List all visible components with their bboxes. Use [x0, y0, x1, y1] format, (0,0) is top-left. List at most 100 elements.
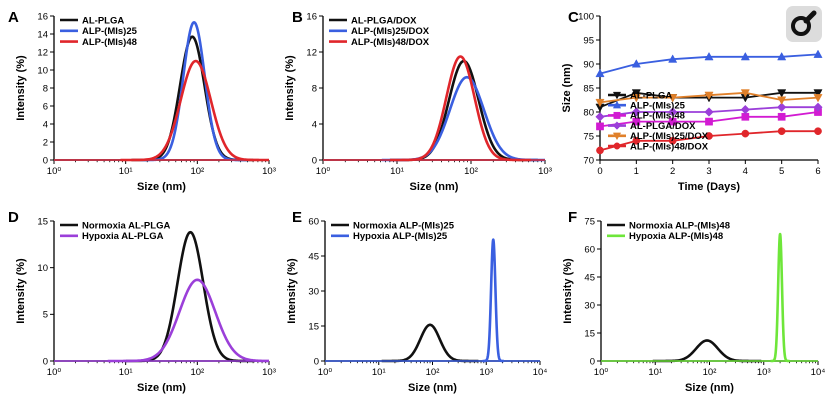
magnifier-icon-glyph [791, 10, 817, 36]
y-axis-label: Intensity (%) [562, 258, 574, 324]
data-point [741, 129, 750, 138]
y-tick-label: 30 [584, 300, 595, 311]
series-line [389, 59, 539, 162]
x-tick-label: 10⁰ [47, 166, 62, 177]
panel-e: E 0 15 30 45 60 10⁰ 10¹ 10² 10³ 10⁴ Size (nm) Intens… [286, 209, 547, 394]
legend-marker [613, 142, 621, 150]
y-tick-label: 10 [37, 65, 48, 76]
legend-label: Hypoxia ALP-(MIs)25 [353, 231, 448, 242]
x-tick-label: 10³ [757, 367, 771, 378]
x-tick-label: 10¹ [372, 367, 386, 378]
y-axis-label: Intensity (%) [15, 258, 27, 324]
legend-label: ALP-(MIs)48 [630, 111, 685, 122]
legend: AL-PLGA/DOXALP-(MIs)25/DOXALP-(MIs)48/DO… [329, 15, 430, 48]
x-tick-label: 10⁰ [594, 367, 609, 378]
y-tick-label: 10 [37, 263, 48, 274]
x-tick-label: 10¹ [390, 166, 404, 177]
y-tick-label: 5 [43, 310, 48, 321]
x-tick-label: 10² [190, 166, 204, 177]
y-tick-label: 12 [306, 47, 317, 58]
legend-marker [612, 100, 622, 109]
panel-letter: F [568, 209, 577, 226]
y-tick-label: 4 [43, 119, 48, 130]
series-line [381, 75, 546, 162]
x-tick-label: 10¹ [119, 166, 133, 177]
magnifier-icon[interactable] [786, 6, 822, 42]
legend-label: ALP-(MIs)25/DOX [630, 131, 709, 142]
data-point [777, 96, 787, 105]
y-tick-label: 60 [308, 216, 319, 227]
x-tick-label: 10⁰ [316, 166, 331, 177]
data-point [704, 107, 714, 117]
y-tick-label: 0 [590, 356, 595, 367]
data-point [704, 91, 714, 101]
data-point [632, 117, 641, 126]
y-tick-label: 45 [584, 272, 595, 283]
series-line [139, 21, 249, 162]
x-tick-label: 10⁰ [47, 367, 62, 378]
data-point [777, 112, 786, 121]
legend-label: ALP-(MIs)48 [82, 37, 137, 48]
y-tick-label: 0 [43, 155, 48, 166]
y-tick-label: 75 [584, 216, 595, 227]
data-point [596, 122, 604, 131]
y-tick-label: 2 [43, 137, 48, 148]
data-point [631, 94, 641, 103]
series-line [652, 339, 762, 363]
legend-label: Hypoxia ALP-(MIs)48 [629, 231, 723, 242]
data-point [813, 89, 823, 98]
panel-letter: B [292, 9, 303, 26]
x-axis-label: Size (nm) [137, 382, 186, 394]
legend-label: ALP-(MIs)48/DOX [351, 37, 430, 48]
data-point [595, 68, 605, 78]
panel-d: D 0 5 10 15 10⁰ 10¹ 10² 10³ Size (nm) Intensity (%… [8, 209, 276, 394]
y-tick-label: 70 [583, 155, 594, 166]
legend-marker [613, 111, 621, 119]
x-tick-label: 3 [706, 166, 711, 177]
data-point [814, 127, 822, 136]
data-point [777, 127, 786, 136]
x-axis-label: Time (Days) [678, 181, 740, 193]
series-line [130, 35, 254, 162]
y-tick-label: 80 [583, 107, 594, 118]
legend-label: Normoxia ALP-(MIs)48 [629, 220, 730, 231]
data-point [595, 98, 605, 108]
data-point [741, 112, 750, 121]
series-line [125, 230, 256, 363]
x-tick-label: 2 [670, 166, 675, 177]
x-tick-label: 0 [597, 166, 602, 177]
y-tick-label: 85 [583, 83, 594, 94]
legend-label: AL-PLGA/DOX [630, 121, 696, 132]
data-point [596, 146, 604, 155]
panel-letter: D [8, 209, 19, 226]
y-tick-label: 6 [43, 101, 48, 112]
legend-label: ALP-(MIs)48/DOX [630, 141, 709, 152]
panel-letter: E [292, 209, 302, 226]
x-tick-label: 4 [743, 166, 748, 177]
panel-a: A 0 2 4 6 8 10 12 14 16 10⁰ 10¹ 10² 10³ Size (nm) Inten… [8, 9, 276, 193]
series-line [389, 55, 532, 162]
x-axis-label: Size (nm) [685, 382, 734, 394]
legend: AL-PLGAALP-(MIs)25ALP-(MIs)48AL-PLGA/DOX… [608, 90, 709, 152]
series-line [481, 238, 506, 363]
series-line [107, 278, 270, 363]
series-line [381, 323, 480, 363]
data-point [668, 54, 678, 63]
legend-marker [612, 91, 622, 100]
x-tick-label: 10² [703, 367, 717, 378]
x-tick-label: 6 [815, 166, 820, 177]
legend-label: ALP-(MIs)25 [82, 26, 138, 37]
data-point [667, 107, 678, 117]
y-tick-label: 75 [583, 131, 594, 142]
data-point [777, 89, 787, 98]
data-point [632, 136, 641, 145]
data-point [631, 59, 641, 68]
y-tick-label: 45 [308, 251, 319, 262]
panel-letter: C [568, 9, 579, 26]
y-tick-label: 16 [306, 11, 317, 22]
legend-label: AL-PLGA/DOX [351, 15, 417, 26]
y-axis-label: Intensity (%) [286, 258, 298, 324]
